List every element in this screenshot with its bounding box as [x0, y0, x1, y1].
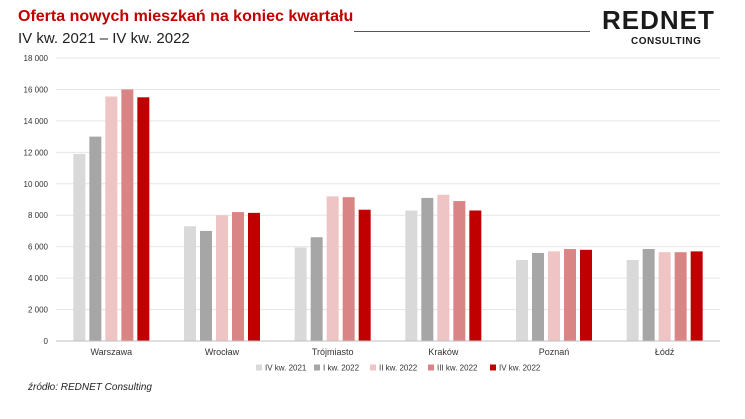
bar: [232, 212, 244, 341]
bar: [216, 215, 228, 341]
y-tick-label: 18 000: [24, 54, 49, 63]
y-tick-label: 10 000: [24, 180, 49, 189]
source-note: źródło: REDNET Consulting: [28, 382, 152, 393]
x-tick-label: Wrocław: [205, 347, 240, 357]
bar: [310, 237, 323, 341]
bar: [200, 230, 212, 341]
bar: [294, 247, 307, 341]
bars: [73, 89, 703, 342]
legend: IV kw. 2021 I kw. 2022 II kw. 2022 III kw. …: [256, 364, 541, 373]
legend-swatch: [256, 364, 262, 371]
legend-swatch: [428, 364, 434, 371]
bar: [184, 226, 196, 341]
y-tick-label: 6 000: [28, 243, 49, 252]
bar: [626, 260, 639, 341]
bar: [342, 197, 355, 341]
legend-swatch: [490, 364, 496, 371]
x-tick-label: Kraków: [428, 347, 459, 357]
legend-label: IV kw. 2022: [499, 364, 541, 373]
bar: [437, 194, 450, 341]
legend-label: II kw. 2022: [379, 364, 418, 373]
grid-lines: [56, 57, 720, 311]
legend-label: III kw. 2022: [437, 364, 478, 373]
bar: [405, 210, 418, 341]
bar: [642, 249, 655, 341]
bar: [105, 96, 118, 342]
y-axis: 0 2 000 4 000 6 000 8 000 10 000 12 000 14 000 1…: [24, 54, 49, 346]
bar: [690, 251, 703, 341]
y-tick-label: 0: [44, 337, 49, 346]
bar: [564, 249, 576, 341]
bar: [421, 197, 434, 341]
y-tick-label: 4 000: [28, 274, 49, 283]
legend-swatch: [314, 364, 320, 371]
x-tick-label: Poznań: [539, 347, 570, 357]
bar: [532, 252, 544, 341]
logo-wordmark: REDNET: [602, 5, 715, 35]
legend-swatch: [370, 364, 376, 371]
bar: [580, 249, 592, 341]
header-divider: [354, 31, 590, 32]
y-tick-label: 12 000: [24, 148, 49, 157]
y-tick-label: 14 000: [24, 117, 49, 126]
bar: [121, 89, 134, 341]
legend-label: I kw. 2022: [323, 364, 360, 373]
bar: [137, 97, 150, 341]
bar: [658, 252, 671, 341]
x-tick-label: Warszawa: [90, 347, 132, 357]
bar: [469, 210, 482, 341]
y-tick-label: 8 000: [28, 211, 49, 220]
bar: [326, 196, 339, 341]
bar: [453, 201, 466, 341]
bar: [516, 260, 528, 341]
bar: [548, 251, 560, 341]
chart-title: Oferta nowych mieszkań na koniec kwartał…: [18, 8, 354, 25]
x-tick-label: Łódź: [655, 347, 675, 357]
bar: [674, 252, 687, 341]
legend-label: IV kw. 2021: [265, 364, 307, 373]
bar: [89, 136, 102, 341]
bar: [248, 212, 260, 341]
y-tick-label: 2 000: [28, 306, 49, 315]
bar: [358, 209, 371, 341]
x-tick-label: Trójmiasto: [312, 347, 354, 357]
chart-subtitle: IV kw. 2021 – IV kw. 2022: [18, 30, 190, 47]
bar: [73, 153, 86, 341]
y-tick-label: 16 000: [24, 85, 49, 94]
x-axis: Warszawa Wrocław Trójmiasto Kraków Poznań Łód…: [56, 340, 720, 357]
logo-tagline: CONSULTING: [631, 36, 702, 47]
